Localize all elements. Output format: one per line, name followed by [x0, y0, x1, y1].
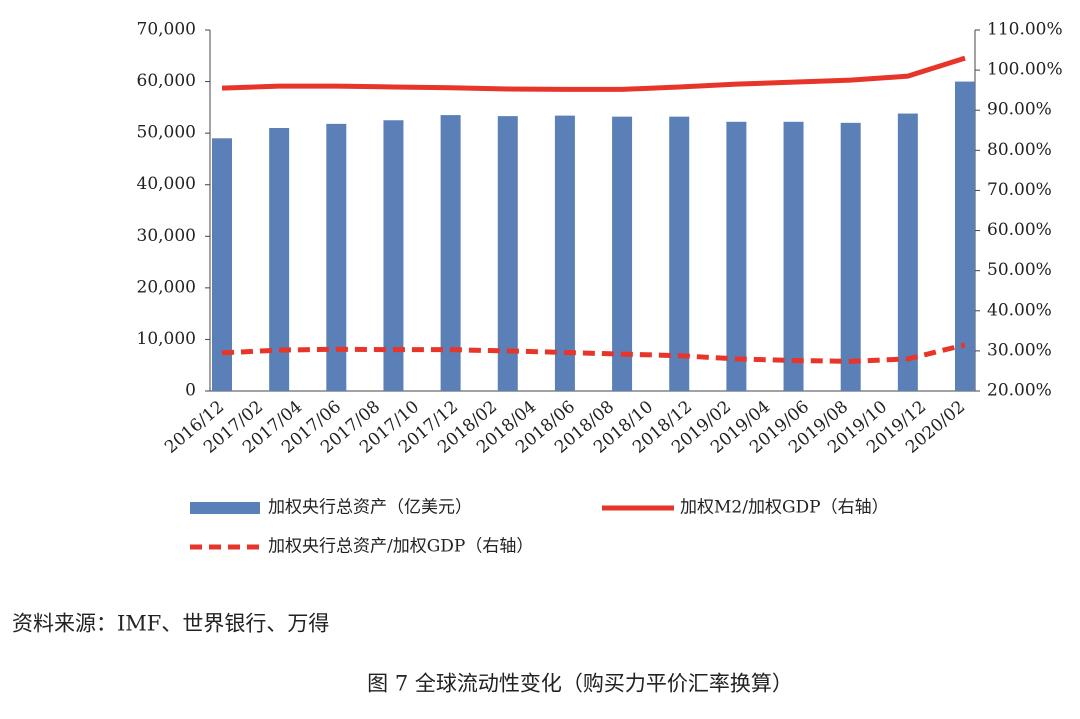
y2-tick-label: 110.00%: [987, 20, 1063, 40]
bar: [554, 115, 575, 391]
bar: [497, 116, 518, 392]
y-tick-label: 60,000: [137, 71, 196, 91]
y2-tick-label: 20.00%: [987, 381, 1052, 401]
y2-tick-label: 90.00%: [987, 100, 1052, 120]
legend-label: 加权M2/加权GDP（右轴）: [680, 498, 889, 518]
bar: [955, 81, 975, 392]
y-tick-label: 20,000: [137, 277, 196, 297]
y2-tick-label: 30.00%: [987, 340, 1052, 360]
bar: [897, 113, 918, 391]
legend-label: 加权央行总资产/加权GDP（右轴）: [268, 537, 533, 557]
caption: 图 7 全球流动性变化（购买力平价汇率换算）: [367, 672, 793, 696]
bar: [383, 120, 404, 391]
bar: [440, 115, 461, 391]
source: 资料来源：IMF、世界银行、万得: [12, 612, 329, 636]
y-tick-label: 30,000: [137, 226, 196, 246]
y-tick-label: 0: [185, 381, 196, 401]
line: [221, 55, 966, 92]
y-tick-label: 50,000: [137, 123, 196, 143]
y-tick-label: 40,000: [137, 174, 196, 194]
y2-tick-label: 80.00%: [987, 140, 1052, 160]
legend-label: 加权央行总资产（亿美元）: [268, 498, 472, 518]
bar: [726, 121, 747, 391]
y2-tick-label: 70.00%: [987, 180, 1052, 200]
line: [221, 342, 966, 364]
y2-tick-label: 40.00%: [987, 300, 1052, 320]
bar: [840, 122, 861, 391]
bar: [612, 116, 633, 391]
bar: [269, 127, 290, 391]
legend-swatch: [190, 502, 260, 514]
bar: [326, 123, 347, 392]
y-tick-label: 70,000: [137, 20, 196, 40]
y2-tick-label: 50.00%: [987, 260, 1052, 280]
bar: [783, 121, 804, 391]
bar: [212, 138, 232, 391]
y-tick-label: 10,000: [137, 329, 196, 349]
y2-tick-label: 60.00%: [987, 220, 1052, 240]
bar: [669, 116, 690, 391]
y2-tick-label: 100.00%: [987, 60, 1063, 80]
